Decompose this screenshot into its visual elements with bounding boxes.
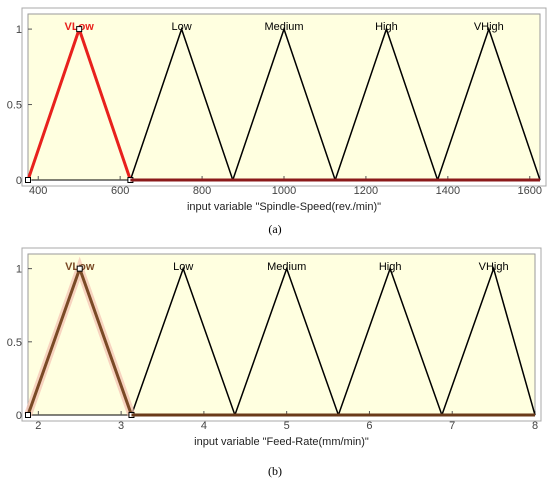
series-label-high: High	[379, 261, 402, 273]
series-label-vhigh: VHigh	[474, 21, 504, 33]
series-label-vhigh: VHigh	[479, 261, 509, 273]
y-tick-label: 1	[16, 264, 22, 276]
x-tick-label: 1600	[518, 185, 542, 197]
series-line-high	[334, 26, 439, 181]
chart-panel-a: 0 0.5 1 400 600 800 1000 1200 1400 1600 Low Medium H…	[7, 7, 547, 236]
series-line-medium	[234, 266, 340, 416]
x-tick-label: 800	[193, 185, 211, 197]
x-tick-label: 600	[111, 185, 129, 197]
series-line-low	[130, 266, 236, 416]
y-tick-label: 0	[16, 410, 22, 422]
series-label-low: Low	[173, 261, 193, 273]
x-tick-label: 2	[35, 420, 41, 432]
x-tick-label: 4	[201, 420, 207, 432]
y-tick-label: 1	[16, 24, 22, 36]
y-tick-label: 0	[16, 175, 22, 187]
series-line-vhigh	[436, 26, 541, 181]
chart-panel-b: 00.512345678LowMediumHighVHighVLowinput …	[0, 242, 550, 482]
y-tick-label: 0.5	[7, 100, 22, 112]
panel-b-caption: (b)	[268, 464, 282, 478]
plot-area	[27, 253, 536, 416]
series-line-high	[337, 266, 443, 416]
x-tick-label: 1000	[272, 185, 296, 197]
series-label-medium: Medium	[267, 261, 306, 273]
x-tick-label: 1200	[354, 185, 378, 197]
series-line-vhigh	[441, 266, 536, 416]
vertex-handle[interactable]	[76, 265, 83, 272]
x-tick-label: 3	[118, 420, 124, 432]
y-tick-label: 0.5	[7, 337, 22, 349]
x-tick-label: 400	[29, 185, 47, 197]
vertex-handle[interactable]	[76, 26, 83, 33]
vertex-handle[interactable]	[25, 412, 31, 418]
x-axis-label: input variable "Spindle-Speed(rev./min)"	[187, 201, 381, 213]
panel-a-caption: (a)	[268, 222, 282, 236]
x-axis-label: input variable "Feed-Rate(mm/min)"	[194, 436, 369, 448]
chart-frame	[21, 7, 547, 187]
x-tick-label: 8	[532, 420, 538, 432]
chart-b-svg: 00.512345678LowMediumHighVHighVLowinput …	[7, 247, 542, 448]
series-label-high: High	[375, 21, 398, 33]
series-line-low	[129, 26, 234, 181]
series-line-medium	[232, 26, 336, 181]
series-label-medium: Medium	[264, 21, 303, 33]
chart-frame	[21, 247, 542, 422]
x-tick-label: 7	[449, 420, 455, 432]
x-tick-label: 5	[284, 420, 290, 432]
vertex-handle[interactable]	[25, 177, 31, 183]
x-tick-label: 6	[366, 420, 372, 432]
plot-area	[27, 13, 541, 181]
series-label-low: Low	[172, 21, 192, 33]
x-tick-label: 1400	[436, 185, 460, 197]
